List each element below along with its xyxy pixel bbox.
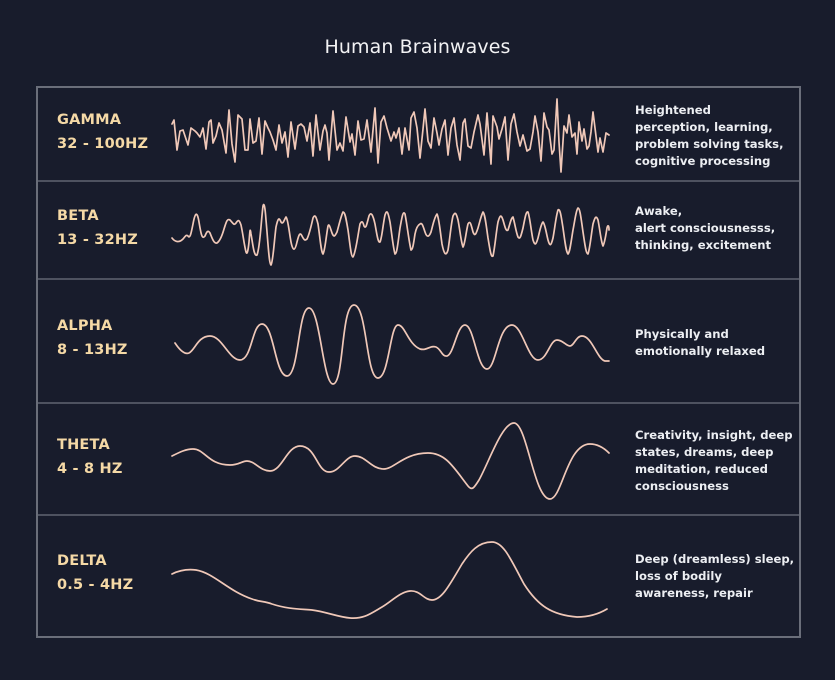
wave-row-delta: DELTA 0.5 - 4HZ Deep (dreamless) sleep, … (38, 516, 799, 636)
wave-row-gamma: GAMMA 32 - 100HZ Heightened perception, … (38, 88, 799, 182)
wave-label: THETA 4 - 8 HZ (57, 433, 123, 481)
wave-description: Creativity, insight, deep states, dreams… (635, 428, 793, 493)
delta-wave-graphic (171, 541, 608, 619)
wave-description: Physically and emotionally relaxed (635, 327, 766, 358)
wave-frequency: 13 - 32HZ (57, 232, 138, 248)
wave-description: Awake, alert consciousnesss, thinking, e… (635, 204, 776, 252)
wave-label: ALPHA 8 - 13HZ (57, 314, 128, 362)
wave-row-alpha: ALPHA 8 - 13HZ Physically and emotionall… (38, 280, 799, 404)
wave-name: THETA (57, 437, 110, 453)
wave-name: DELTA (57, 553, 107, 569)
wave-row-beta: BETA 13 - 32HZ Awake, alert consciousnes… (38, 182, 799, 280)
alpha-wave-graphic (174, 304, 610, 385)
wave-label: BETA 13 - 32HZ (57, 204, 138, 252)
page-title: Human Brainwaves (324, 36, 511, 58)
wave-name: BETA (57, 208, 99, 224)
wave-frequency: 4 - 8 HZ (57, 461, 123, 477)
wave-name: GAMMA (57, 112, 122, 128)
wave-label: DELTA 0.5 - 4HZ (57, 549, 133, 597)
wave-frequency: 32 - 100HZ (57, 136, 149, 152)
wave-description: Heightened perception, learning, problem… (635, 103, 784, 168)
wave-label: GAMMA 32 - 100HZ (57, 108, 148, 156)
wave-description: Deep (dreamless) sleep, loss of bodily a… (635, 552, 795, 600)
wave-frequency: 8 - 13HZ (57, 342, 128, 358)
wave-row-theta: THETA 4 - 8 HZ Creativity, insight, deep… (38, 404, 799, 516)
wave-frequency: 0.5 - 4HZ (57, 577, 134, 593)
gamma-wave-graphic (171, 98, 610, 173)
theta-wave-graphic (171, 422, 610, 500)
beta-wave-graphic (171, 203, 610, 266)
brainwave-table: GAMMA 32 - 100HZ Heightened perception, … (36, 86, 801, 638)
wave-name: ALPHA (57, 318, 113, 334)
